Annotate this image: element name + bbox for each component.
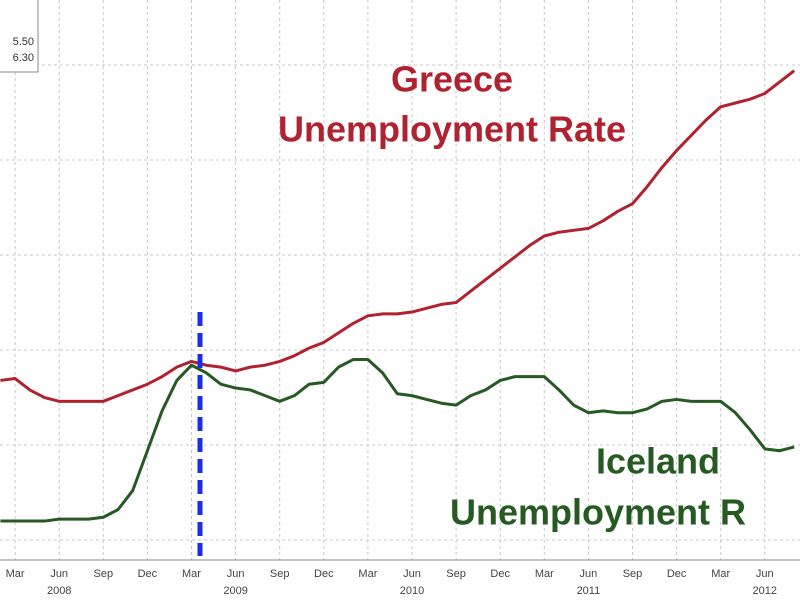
x-tick-label: Dec bbox=[490, 568, 510, 580]
line-series bbox=[0, 69, 796, 403]
legend-box bbox=[0, 0, 39, 73]
x-tick-label: Jun bbox=[756, 568, 774, 580]
legend-value: 6.30 bbox=[13, 52, 34, 64]
x-tick-label: Dec bbox=[667, 568, 687, 580]
x-tick-label: Mar bbox=[711, 568, 730, 580]
x-tick-label: Sep bbox=[623, 568, 643, 580]
x-tick-label: Mar bbox=[6, 568, 25, 580]
x-year-label: 2011 bbox=[577, 585, 601, 597]
x-tick-label: Sep bbox=[270, 568, 290, 580]
annotation: Greece bbox=[391, 59, 513, 100]
x-tick-label: Jun bbox=[580, 568, 598, 580]
annotation: Unemployment R bbox=[450, 492, 746, 533]
x-tick-label: Jun bbox=[50, 568, 68, 580]
x-tick-label: Mar bbox=[535, 568, 554, 580]
x-year-label: 2008 bbox=[47, 585, 71, 597]
annotation: Unemployment Rate bbox=[278, 109, 626, 150]
x-tick-label: Mar bbox=[358, 568, 377, 580]
x-year-label: 2010 bbox=[400, 585, 424, 597]
x-tick-label: Dec bbox=[138, 568, 158, 580]
x-tick-label: Mar bbox=[182, 568, 201, 580]
lines bbox=[0, 69, 796, 523]
x-tick-label: Dec bbox=[314, 568, 334, 580]
x-year-label: 2012 bbox=[753, 585, 777, 597]
x-tick-label: Jun bbox=[227, 568, 245, 580]
x-tick-label: Sep bbox=[94, 568, 114, 580]
x-tick-label: Sep bbox=[446, 568, 466, 580]
legend-value: 5.50 bbox=[13, 36, 34, 48]
x-tick-label: Jun bbox=[403, 568, 421, 580]
annotation: Iceland bbox=[596, 441, 720, 482]
x-year-label: 2009 bbox=[223, 585, 247, 597]
line-series bbox=[0, 358, 795, 523]
